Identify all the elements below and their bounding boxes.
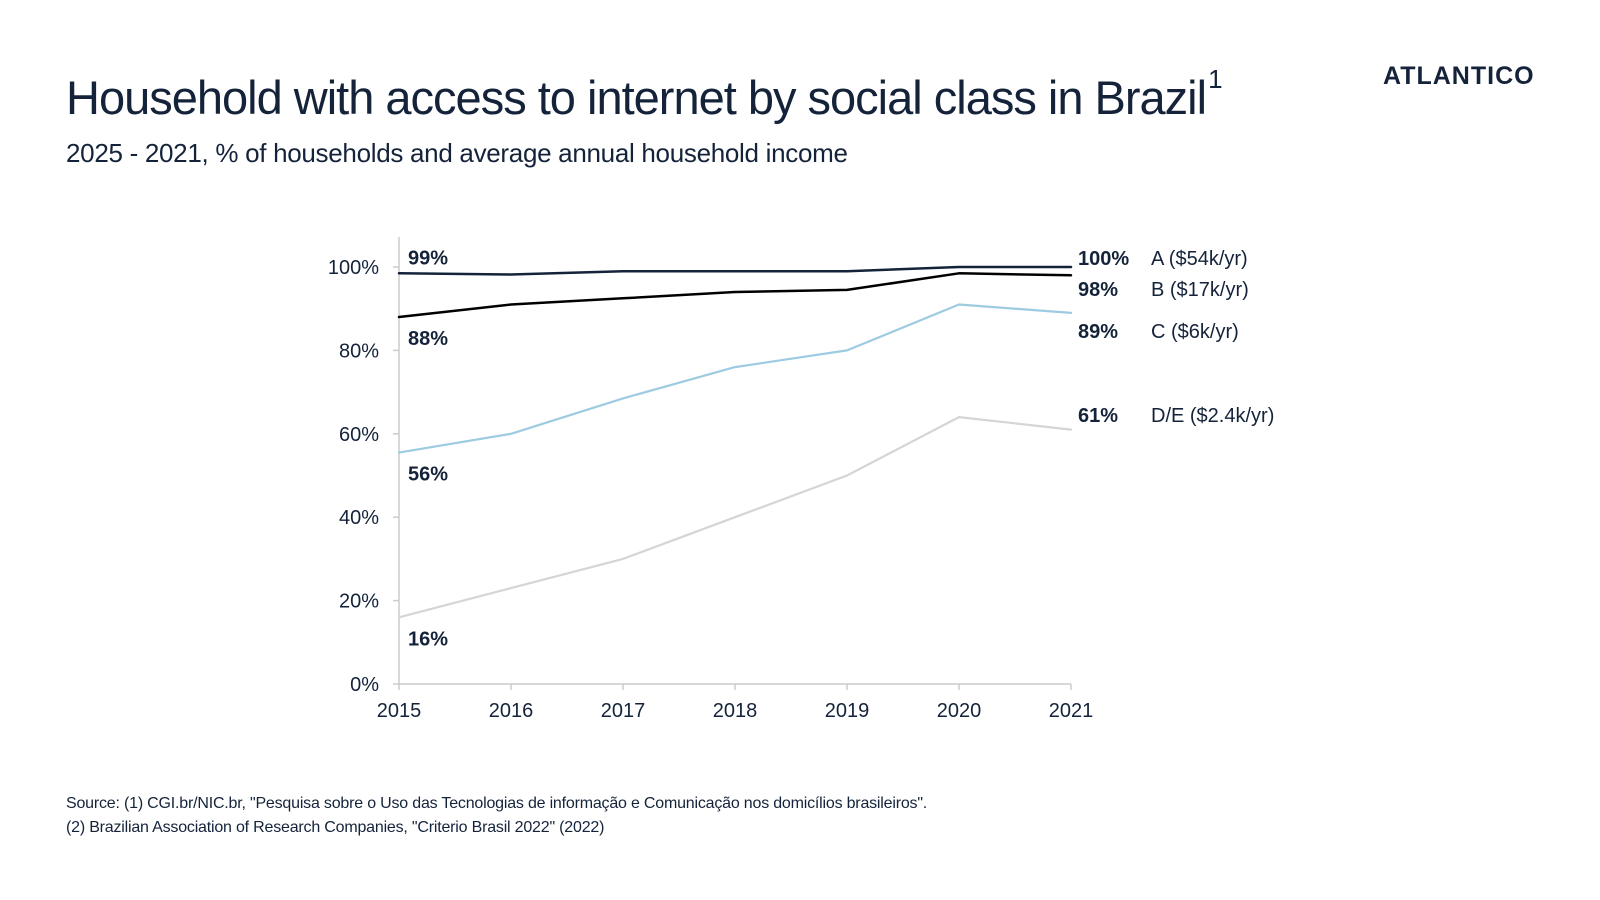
series-end-label: 61% — [1078, 405, 1118, 427]
x-tick-label: 2018 — [713, 700, 758, 722]
title-footnote-marker: 1 — [1208, 64, 1223, 94]
title-text: Household with access to internet by soc… — [66, 71, 1207, 124]
y-tick-label: 80% — [339, 340, 379, 362]
y-tick-label: 40% — [339, 507, 379, 529]
page-title: Household with access to internet by soc… — [66, 64, 1223, 125]
page-subtitle: 2025 - 2021, % of households and average… — [66, 138, 848, 168]
source-note: Source: (1) CGI.br/NIC.br, "Pesquisa sob… — [66, 792, 927, 840]
source-line-2: (2) Brazilian Association of Research Co… — [66, 819, 605, 836]
x-tick-label: 2017 — [601, 700, 646, 722]
series-end-label: 98% — [1078, 279, 1118, 301]
series-end-label: 89% — [1078, 321, 1118, 343]
x-tick-label: 2021 — [1049, 700, 1094, 722]
series-line — [397, 303, 1073, 454]
series-line — [397, 265, 1073, 276]
series-start-label: 16% — [408, 628, 448, 650]
series-name-label: A ($54k/yr) — [1151, 248, 1248, 270]
y-tick-label: 20% — [339, 591, 379, 613]
series-line — [397, 416, 1073, 619]
x-tick-label: 2020 — [937, 700, 982, 722]
y-tick-label: 0% — [350, 674, 379, 696]
source-line-1: Source: (1) CGI.br/NIC.br, "Pesquisa sob… — [66, 795, 928, 812]
series-end-label: 100% — [1078, 248, 1129, 270]
series-start-label: 56% — [408, 464, 448, 486]
x-tick-label: 2016 — [489, 700, 534, 722]
series-name-label: D/E ($2.4k/yr) — [1151, 405, 1274, 427]
x-tick-label: 2019 — [825, 700, 870, 722]
series-name-label: C ($6k/yr) — [1151, 321, 1239, 343]
series-start-label: 99% — [408, 247, 448, 269]
series-start-label: 88% — [408, 328, 448, 350]
atlantico-logo: ATLANTICO — [1383, 62, 1535, 90]
series-line — [397, 272, 1073, 319]
y-tick-label: 60% — [339, 424, 379, 446]
x-tick-label: 2015 — [377, 700, 422, 722]
series-name-label: B ($17k/yr) — [1151, 279, 1249, 301]
y-tick-label: 100% — [328, 257, 379, 279]
